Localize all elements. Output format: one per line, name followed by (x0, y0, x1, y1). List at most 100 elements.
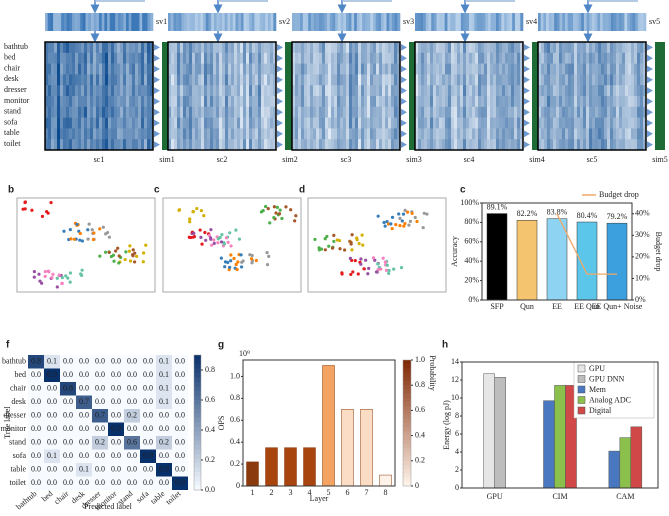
map-cell (255, 42, 259, 54)
cell (28, 476, 44, 490)
cell-label: 0.0 (79, 384, 89, 393)
embedding-dot (284, 205, 288, 209)
map-cell (586, 52, 590, 64)
map-cell (225, 42, 229, 54)
map-cell (51, 128, 55, 140)
map-cell (574, 128, 578, 140)
map-cell (252, 128, 256, 140)
map-cell (598, 85, 602, 97)
map-cell (168, 63, 172, 75)
map-cell (322, 139, 326, 151)
map-cell (343, 52, 347, 64)
map-cell (273, 139, 277, 151)
map-cell (322, 106, 326, 118)
embedding-dot (239, 253, 243, 257)
map-cell (538, 106, 542, 118)
embedding-dot (189, 235, 193, 240)
map-cell (246, 139, 250, 151)
cell-label: 0.0 (63, 424, 73, 433)
colorbar-step (194, 409, 201, 414)
cell-label: 0.0 (143, 397, 153, 406)
map-cell (607, 106, 611, 118)
map-cell (433, 85, 437, 97)
strip-cell (262, 13, 266, 31)
map-cell (457, 106, 461, 118)
embedding-dot (415, 219, 419, 224)
cell-label: 0.0 (63, 357, 73, 366)
map-cell (313, 63, 317, 75)
map-cell (295, 74, 299, 86)
embedding-dot (366, 272, 370, 276)
cell (76, 368, 92, 382)
map-cell (141, 42, 145, 54)
map-cell (129, 117, 133, 129)
strip-cell (632, 13, 636, 31)
pointer (277, 141, 283, 148)
map-cell (147, 128, 151, 140)
map-cell (96, 85, 100, 97)
map-cell (126, 139, 130, 151)
map-cell (234, 74, 238, 86)
map-cell (219, 85, 223, 97)
map-cell (601, 74, 605, 86)
map-cell (610, 42, 614, 54)
map-cell (493, 128, 497, 140)
cell (172, 476, 188, 490)
pointer (524, 108, 530, 116)
colorbar-step (194, 377, 201, 383)
embedding-dot (350, 248, 354, 252)
embedding-dot (60, 281, 64, 285)
map-cell (511, 106, 515, 118)
map-cell (427, 42, 431, 54)
similarity-bar (532, 42, 542, 150)
map-cell (78, 52, 82, 64)
map-cell (337, 63, 341, 75)
map-cell (346, 85, 350, 97)
map-cell (559, 128, 563, 140)
map-cell (442, 106, 446, 118)
strip-cell (420, 13, 424, 31)
map-cell (346, 42, 350, 54)
map-cell (610, 96, 614, 108)
strip-cell (643, 13, 647, 31)
map-cell (343, 117, 347, 129)
map-cell (466, 139, 470, 151)
map-cell (78, 74, 82, 86)
map-cell (625, 106, 629, 118)
embedding-dot (226, 260, 230, 265)
map-cell (490, 85, 494, 97)
bar (303, 447, 316, 487)
map-cell (273, 85, 277, 97)
map-cell (66, 106, 70, 118)
map-cell (114, 52, 118, 64)
embedding-dot (401, 212, 406, 216)
embedding-dot (385, 263, 389, 267)
colorbar-label: 1.0 (415, 355, 425, 364)
map-cell (358, 85, 362, 97)
pointer (524, 87, 530, 94)
map-cell (430, 128, 434, 140)
map-cell (310, 117, 314, 129)
map-cell (108, 85, 112, 97)
cell (156, 449, 172, 463)
cell (172, 436, 188, 450)
map-cell (177, 117, 181, 129)
map-cell (135, 52, 139, 64)
map-cell (370, 85, 374, 97)
map-cell (72, 128, 76, 140)
map-cell (598, 63, 602, 75)
map-cell (349, 96, 353, 108)
map-cell (379, 85, 383, 97)
map-cell (481, 85, 485, 97)
map-cell (189, 128, 193, 140)
legend-swatch (577, 375, 586, 383)
strip-cell (186, 13, 190, 31)
map-cell (367, 63, 371, 75)
map-cell (198, 42, 202, 54)
map-cell (267, 74, 271, 86)
map-cell (192, 42, 196, 54)
map-cell (571, 128, 575, 140)
map-cell (87, 139, 91, 151)
map-cell (460, 52, 464, 64)
map-cell (562, 117, 566, 129)
